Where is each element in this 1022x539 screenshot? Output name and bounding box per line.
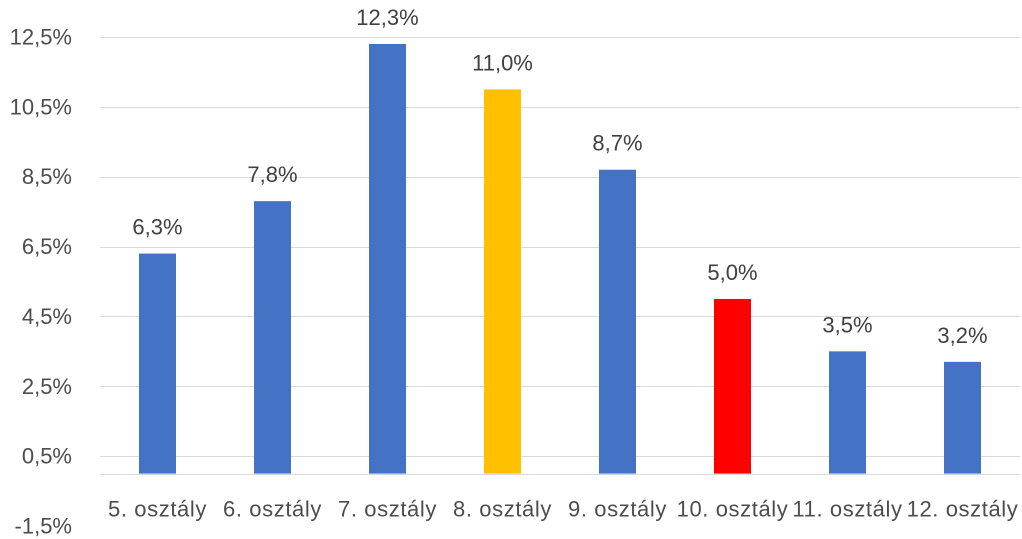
y-axis-tick-labels: 12,5% 10,5% 8,5% 6,5% 4,5% 2,5% 0,5% -1,5% bbox=[10, 24, 72, 538]
bars bbox=[139, 43, 981, 474]
y-tick-label: 12,5% bbox=[10, 24, 72, 49]
data-label: 3,5% bbox=[822, 312, 872, 337]
y-tick-label: 4,5% bbox=[22, 304, 72, 329]
data-label: 5,0% bbox=[707, 260, 757, 285]
x-category-label: 12. osztály bbox=[907, 497, 1019, 522]
bar bbox=[829, 351, 866, 474]
data-label: 8,7% bbox=[592, 131, 642, 156]
y-tick-label: 6,5% bbox=[22, 234, 72, 259]
y-tick-label: 0,5% bbox=[22, 444, 72, 469]
x-category-label: 7. osztály bbox=[338, 497, 437, 522]
bar bbox=[254, 201, 291, 474]
x-axis-category-labels: 5. osztály 6. osztály 7. osztály 8. osztály… bbox=[108, 497, 1018, 522]
x-category-label: 6. osztály bbox=[223, 497, 322, 522]
y-tick-label: 2,5% bbox=[22, 374, 72, 399]
bar bbox=[484, 89, 521, 474]
bar bbox=[599, 169, 636, 474]
x-category-label: 10. osztály bbox=[677, 497, 789, 522]
data-label: 3,2% bbox=[937, 323, 987, 348]
gridlines bbox=[100, 37, 1020, 457]
x-category-label: 5. osztály bbox=[108, 497, 207, 522]
x-category-label: 8. osztály bbox=[453, 497, 552, 522]
bar bbox=[944, 361, 981, 474]
x-category-label: 9. osztály bbox=[568, 497, 667, 522]
data-label: 6,3% bbox=[132, 215, 182, 240]
data-label: 7,8% bbox=[247, 162, 297, 187]
bar bbox=[714, 298, 751, 474]
data-labels: 6,3% 7,8% 12,3% 11,0% 8,7% 5,0% 3,5% 3,2% bbox=[132, 5, 987, 348]
bar bbox=[369, 43, 406, 474]
data-label: 11,0% bbox=[472, 50, 533, 75]
y-tick-label: 10,5% bbox=[10, 94, 72, 119]
bar bbox=[139, 253, 176, 474]
y-tick-label: 8,5% bbox=[22, 164, 72, 189]
data-label: 12,3% bbox=[356, 5, 418, 30]
y-tick-label: -1,5% bbox=[15, 513, 72, 538]
x-category-label: 11. osztály bbox=[792, 497, 902, 522]
